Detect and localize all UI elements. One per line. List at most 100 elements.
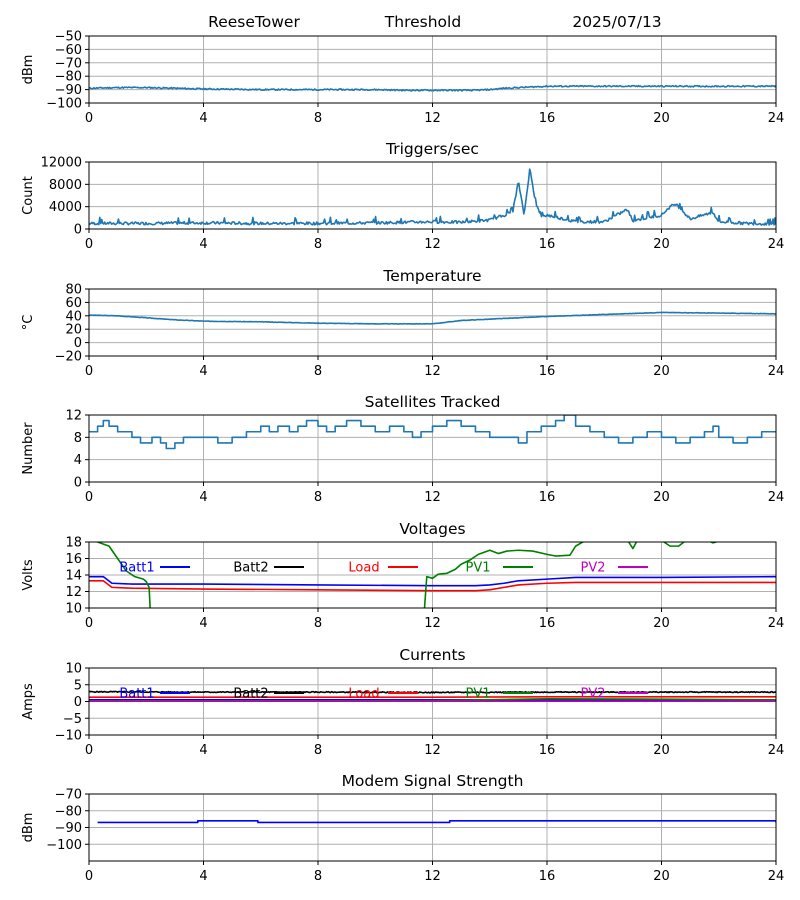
x-tick-label: 16 — [539, 490, 556, 505]
panel-title: Satellites Tracked — [365, 393, 501, 411]
x-tick-label: 24 — [768, 616, 785, 631]
x-tick-label: 12 — [424, 237, 441, 252]
series-line-voltages-batt1 — [89, 575, 776, 587]
legend-label-batt1: Batt1 — [119, 687, 154, 702]
x-tick-label: 8 — [314, 743, 322, 758]
series-line-triggers-0 — [89, 168, 776, 226]
x-tick-label: 20 — [653, 237, 670, 252]
y-axis-label: dBm — [21, 55, 36, 85]
panel-title: Temperature — [382, 267, 481, 285]
y-tick-label: 20 — [65, 323, 82, 338]
panel-title: Currents — [399, 646, 465, 664]
series-line-modem-0 — [97, 820, 776, 824]
x-tick-label: 20 — [653, 364, 670, 379]
x-tick-label: 4 — [199, 237, 207, 252]
y-tick-label: 10 — [65, 602, 82, 617]
y-tick-label: −60 — [55, 43, 82, 58]
panel-title: Voltages — [399, 520, 465, 538]
y-tick-label: −10 — [55, 729, 82, 744]
y-tick-label: 80 — [65, 283, 82, 298]
panel-satellites: 0 4 8 12 16 20 24 0 4 8 12 Number Satellites Tracked — [21, 393, 784, 505]
x-tick-label: 20 — [653, 616, 670, 631]
y-tick-label: 12000 — [41, 156, 82, 171]
legend-label-load: Load — [348, 687, 379, 702]
x-tick-label: 8 — [314, 869, 322, 884]
x-tick-label: 24 — [768, 743, 785, 758]
x-tick-label: 12 — [424, 743, 441, 758]
y-tick-label: −5 — [63, 712, 82, 727]
header-station: ReeseTower — [208, 13, 300, 31]
y-tick-label: 8000 — [49, 178, 82, 193]
y-tick-label: −90 — [55, 821, 82, 836]
x-tick-label: 16 — [539, 237, 556, 252]
x-tick-label: 4 — [199, 869, 207, 884]
x-tick-label: 24 — [768, 237, 785, 252]
legend-label-batt2: Batt2 — [233, 561, 268, 576]
x-tick-label: 12 — [424, 364, 441, 379]
x-tick-label: 16 — [539, 869, 556, 884]
y-tick-label: −70 — [55, 788, 82, 803]
x-tick-label: 24 — [768, 490, 785, 505]
panel-rssi: 0 4 8 12 16 20 24 −100−90−80−70−60−50 dBm — [21, 30, 784, 127]
y-tick-label: −20 — [55, 350, 82, 365]
x-tick-label: 0 — [85, 743, 93, 758]
legend-label-load: Load — [348, 561, 379, 576]
y-tick-label: 14 — [65, 569, 82, 584]
x-tick-label: 0 — [85, 364, 93, 379]
y-tick-label: 0 — [74, 476, 82, 491]
legend-label-batt1: Batt1 — [119, 561, 154, 576]
x-tick-label: 20 — [653, 490, 670, 505]
x-tick-label: 0 — [85, 869, 93, 884]
legend-label-pv1: PV1 — [465, 561, 490, 576]
y-axis-label: Count — [21, 176, 36, 215]
x-tick-label: 20 — [653, 869, 670, 884]
series-line-voltages-load — [89, 579, 776, 592]
y-tick-label: 0 — [74, 223, 82, 238]
x-tick-label: 4 — [199, 111, 207, 126]
x-tick-label: 16 — [539, 364, 556, 379]
y-tick-label: 16 — [65, 552, 82, 567]
panel-triggers: 0 4 8 12 16 20 24 0 4000 8000 12000 Count Triggers/s… — [21, 140, 784, 252]
series-line-satellites-0 — [89, 415, 776, 450]
x-tick-label: 8 — [314, 111, 322, 126]
x-tick-label: 12 — [424, 616, 441, 631]
x-tick-label: 8 — [314, 364, 322, 379]
panel-title: Triggers/sec — [385, 140, 479, 158]
y-tick-label: 0 — [74, 695, 82, 710]
x-tick-label: 4 — [199, 490, 207, 505]
y-tick-label: 40 — [65, 309, 82, 324]
y-tick-label: 60 — [65, 296, 82, 311]
x-tick-label: 16 — [539, 616, 556, 631]
legend-label-pv2: PV2 — [580, 561, 605, 576]
x-tick-label: 0 — [85, 237, 93, 252]
y-axis-label: dBm — [21, 813, 36, 843]
legend-label-pv1: PV1 — [465, 687, 490, 702]
y-tick-label: 12 — [65, 585, 82, 600]
y-tick-label: 8 — [74, 431, 82, 446]
y-tick-label: −100 — [46, 97, 82, 112]
series-line-voltages-pv1 — [95, 542, 719, 608]
x-tick-label: 0 — [85, 490, 93, 505]
y-tick-label: −100 — [46, 838, 82, 853]
x-tick-label: 4 — [199, 616, 207, 631]
y-tick-label: −50 — [55, 30, 82, 45]
legend-label-batt2: Batt2 — [233, 687, 268, 702]
y-tick-label: −70 — [55, 56, 82, 71]
y-tick-label: 4000 — [49, 200, 82, 215]
x-tick-label: 4 — [199, 743, 207, 758]
x-tick-label: 20 — [653, 743, 670, 758]
y-tick-label: 0 — [74, 336, 82, 351]
y-axis-label: Number — [21, 422, 36, 475]
x-tick-label: 8 — [314, 616, 322, 631]
header-date: 2025/07/13 — [572, 13, 661, 31]
legend-label-pv2: PV2 — [580, 687, 605, 702]
y-tick-label: 12 — [65, 409, 82, 424]
series-line-rssi-0 — [89, 84, 776, 92]
x-tick-label: 24 — [768, 869, 785, 884]
y-tick-label: −80 — [55, 70, 82, 85]
header-mode: Threshold — [384, 13, 461, 31]
